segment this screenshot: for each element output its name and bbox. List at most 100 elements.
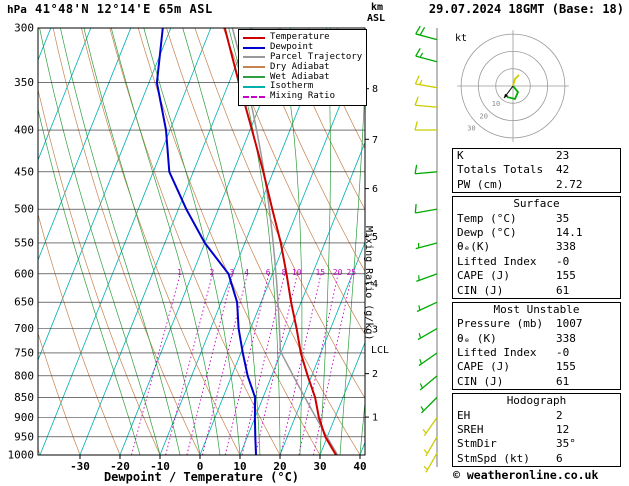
pressure-tick-label: 800	[14, 369, 34, 382]
stat-row: PW (cm) 2.72	[453, 178, 620, 192]
copyright: © weatheronline.co.uk	[453, 468, 599, 482]
legend-item: Isotherm	[243, 82, 362, 92]
km-tick-label: 8	[372, 84, 378, 95]
stat-row: Dewp (°C) 14.1	[453, 226, 620, 240]
mixing-ratio-label: 6	[266, 268, 271, 277]
stat-value: 338	[556, 331, 576, 345]
stat-row: CAPE (J) 155	[453, 360, 620, 374]
stat-label: θₑ(K)	[457, 240, 491, 254]
stat-row: EH 2	[453, 409, 620, 423]
stat-value: 338	[556, 240, 576, 254]
hodograph-ring	[477, 51, 548, 121]
stat-value: 61	[556, 374, 570, 388]
stat-value: 155	[556, 360, 576, 374]
legend-swatch	[243, 46, 265, 49]
stats-section-title: Most Unstable	[493, 302, 580, 316]
stats-panel: K 23 Totals Totals 42 PW (cm) 2.72 Surface Temp…	[452, 148, 621, 470]
stat-value: 2.72	[556, 177, 583, 191]
mixing-ratio-label: 8	[282, 268, 287, 277]
stat-label: Dewp (°C)	[457, 225, 517, 239]
legend-swatch	[243, 56, 265, 59]
legend-label: Wet Adiabat	[270, 71, 330, 82]
stat-row: θₑ (K) 338	[453, 332, 620, 346]
stat-row: SREH 12	[453, 423, 620, 437]
pressure-tick-label: 500	[14, 203, 34, 216]
plot-border	[37, 27, 366, 456]
temp-tick-label: 30	[313, 460, 326, 473]
pressure-tick-label: 1000	[8, 449, 35, 462]
datetime-title: 29.07.2024 18GMT (Base: 18)	[428, 2, 624, 16]
stat-row: CIN (J) 61	[453, 284, 620, 298]
temp-tick-label: -10	[150, 460, 170, 473]
pressure-tick-label: 300	[14, 22, 34, 35]
pressure-tick-label: 700	[14, 322, 34, 335]
stat-row: StmDir 35°	[453, 437, 620, 451]
hodograph-ring-label: 20	[480, 112, 488, 120]
legend-label: Isotherm	[270, 81, 314, 92]
stat-label: SREH	[457, 423, 484, 437]
pressure-axis-unit: hPa	[7, 3, 27, 16]
pressure-tick-label: 950	[14, 430, 34, 443]
km-tick-label: 7	[372, 135, 378, 146]
legend-label: Parcel Trajectory	[270, 51, 363, 62]
temp-tick-label: -20	[110, 460, 130, 473]
stat-value: 61	[556, 283, 570, 297]
pressure-tick-label: 600	[14, 267, 34, 280]
stats-section-title: Hodograph	[506, 394, 567, 408]
stat-label: EH	[457, 408, 471, 422]
dewpoint-curve	[155, 28, 257, 455]
x-axis-label: Dewpoint / Temperature (°C)	[103, 470, 300, 484]
hodograph-ring-label: 10	[492, 100, 500, 108]
mixing-ratio-label: 2	[209, 268, 214, 277]
pressure-tick-label: 400	[14, 124, 34, 137]
temp-tick-label: 10	[233, 460, 246, 473]
stats-box-indices: K 23 Totals Totals 42 PW (cm) 2.72	[452, 148, 621, 194]
axis-labels-group: 3003504004505005506006507007508008509009…	[8, 22, 390, 474]
temperature-curve	[223, 28, 337, 455]
stats-box-most-unstable: Most Unstable Pressure (mb) 1007 θₑ (K) 338 L…	[452, 301, 621, 391]
km-tick-label: 6	[372, 184, 378, 195]
legend-item: Mixing Ratio	[243, 92, 362, 102]
stat-value: 12	[556, 423, 570, 437]
stat-value: 6	[556, 451, 563, 465]
mixing-ratio-label: 4	[244, 268, 249, 277]
stat-label: Totals Totals	[457, 163, 544, 177]
pressure-tick-label: 550	[14, 236, 34, 249]
legend-item: Temperature	[243, 33, 362, 43]
legend-swatch	[243, 36, 265, 39]
stats-box-hodograph: Hodograph EH 2 SREH 12 StmDir 35° StmSpd (kt) 6	[452, 393, 621, 468]
stat-label: K	[457, 149, 464, 162]
temp-tick-label: 0	[197, 460, 204, 473]
stat-label: Temp (°C)	[457, 211, 517, 225]
stat-value: 23	[556, 149, 570, 162]
stat-label: StmDir	[457, 437, 497, 451]
mixing-ratio-label: 1	[177, 268, 182, 277]
stat-label: PW (cm)	[457, 177, 504, 191]
stat-value: 1007	[556, 317, 583, 331]
stat-value: 2	[556, 408, 563, 422]
legend-label: Temperature	[270, 32, 330, 43]
stat-value: 35°	[556, 437, 576, 451]
mixing-ratio-label: 20	[333, 268, 343, 277]
stat-row: K 23	[453, 149, 620, 163]
legend-swatch	[243, 76, 265, 79]
stat-value: 14.1	[556, 225, 583, 239]
mixing-ratio-label: 25	[346, 268, 356, 277]
km-tick-label: 3	[372, 325, 378, 336]
legend-label: Dry Adiabat	[270, 61, 330, 72]
lcl-label: LCL	[371, 345, 389, 356]
stats-section-title: Surface	[513, 197, 560, 211]
legend-swatch	[243, 66, 265, 69]
legend-item: Dry Adiabat	[243, 62, 362, 72]
stat-label: CAPE (J)	[457, 360, 510, 374]
km-tick-label: 5	[372, 232, 378, 243]
hodograph-trace-green	[506, 85, 520, 101]
stat-row: StmSpd (kt) 6	[453, 452, 620, 466]
altitude-axis-unit-km: km	[371, 2, 384, 13]
pressure-tick-label: 450	[14, 165, 34, 178]
stat-label: θₑ (K)	[457, 331, 497, 345]
stat-row: Pressure (mb) 1007	[453, 317, 620, 331]
legend-item: Wet Adiabat	[243, 72, 362, 82]
temp-tick-label: 20	[273, 460, 286, 473]
